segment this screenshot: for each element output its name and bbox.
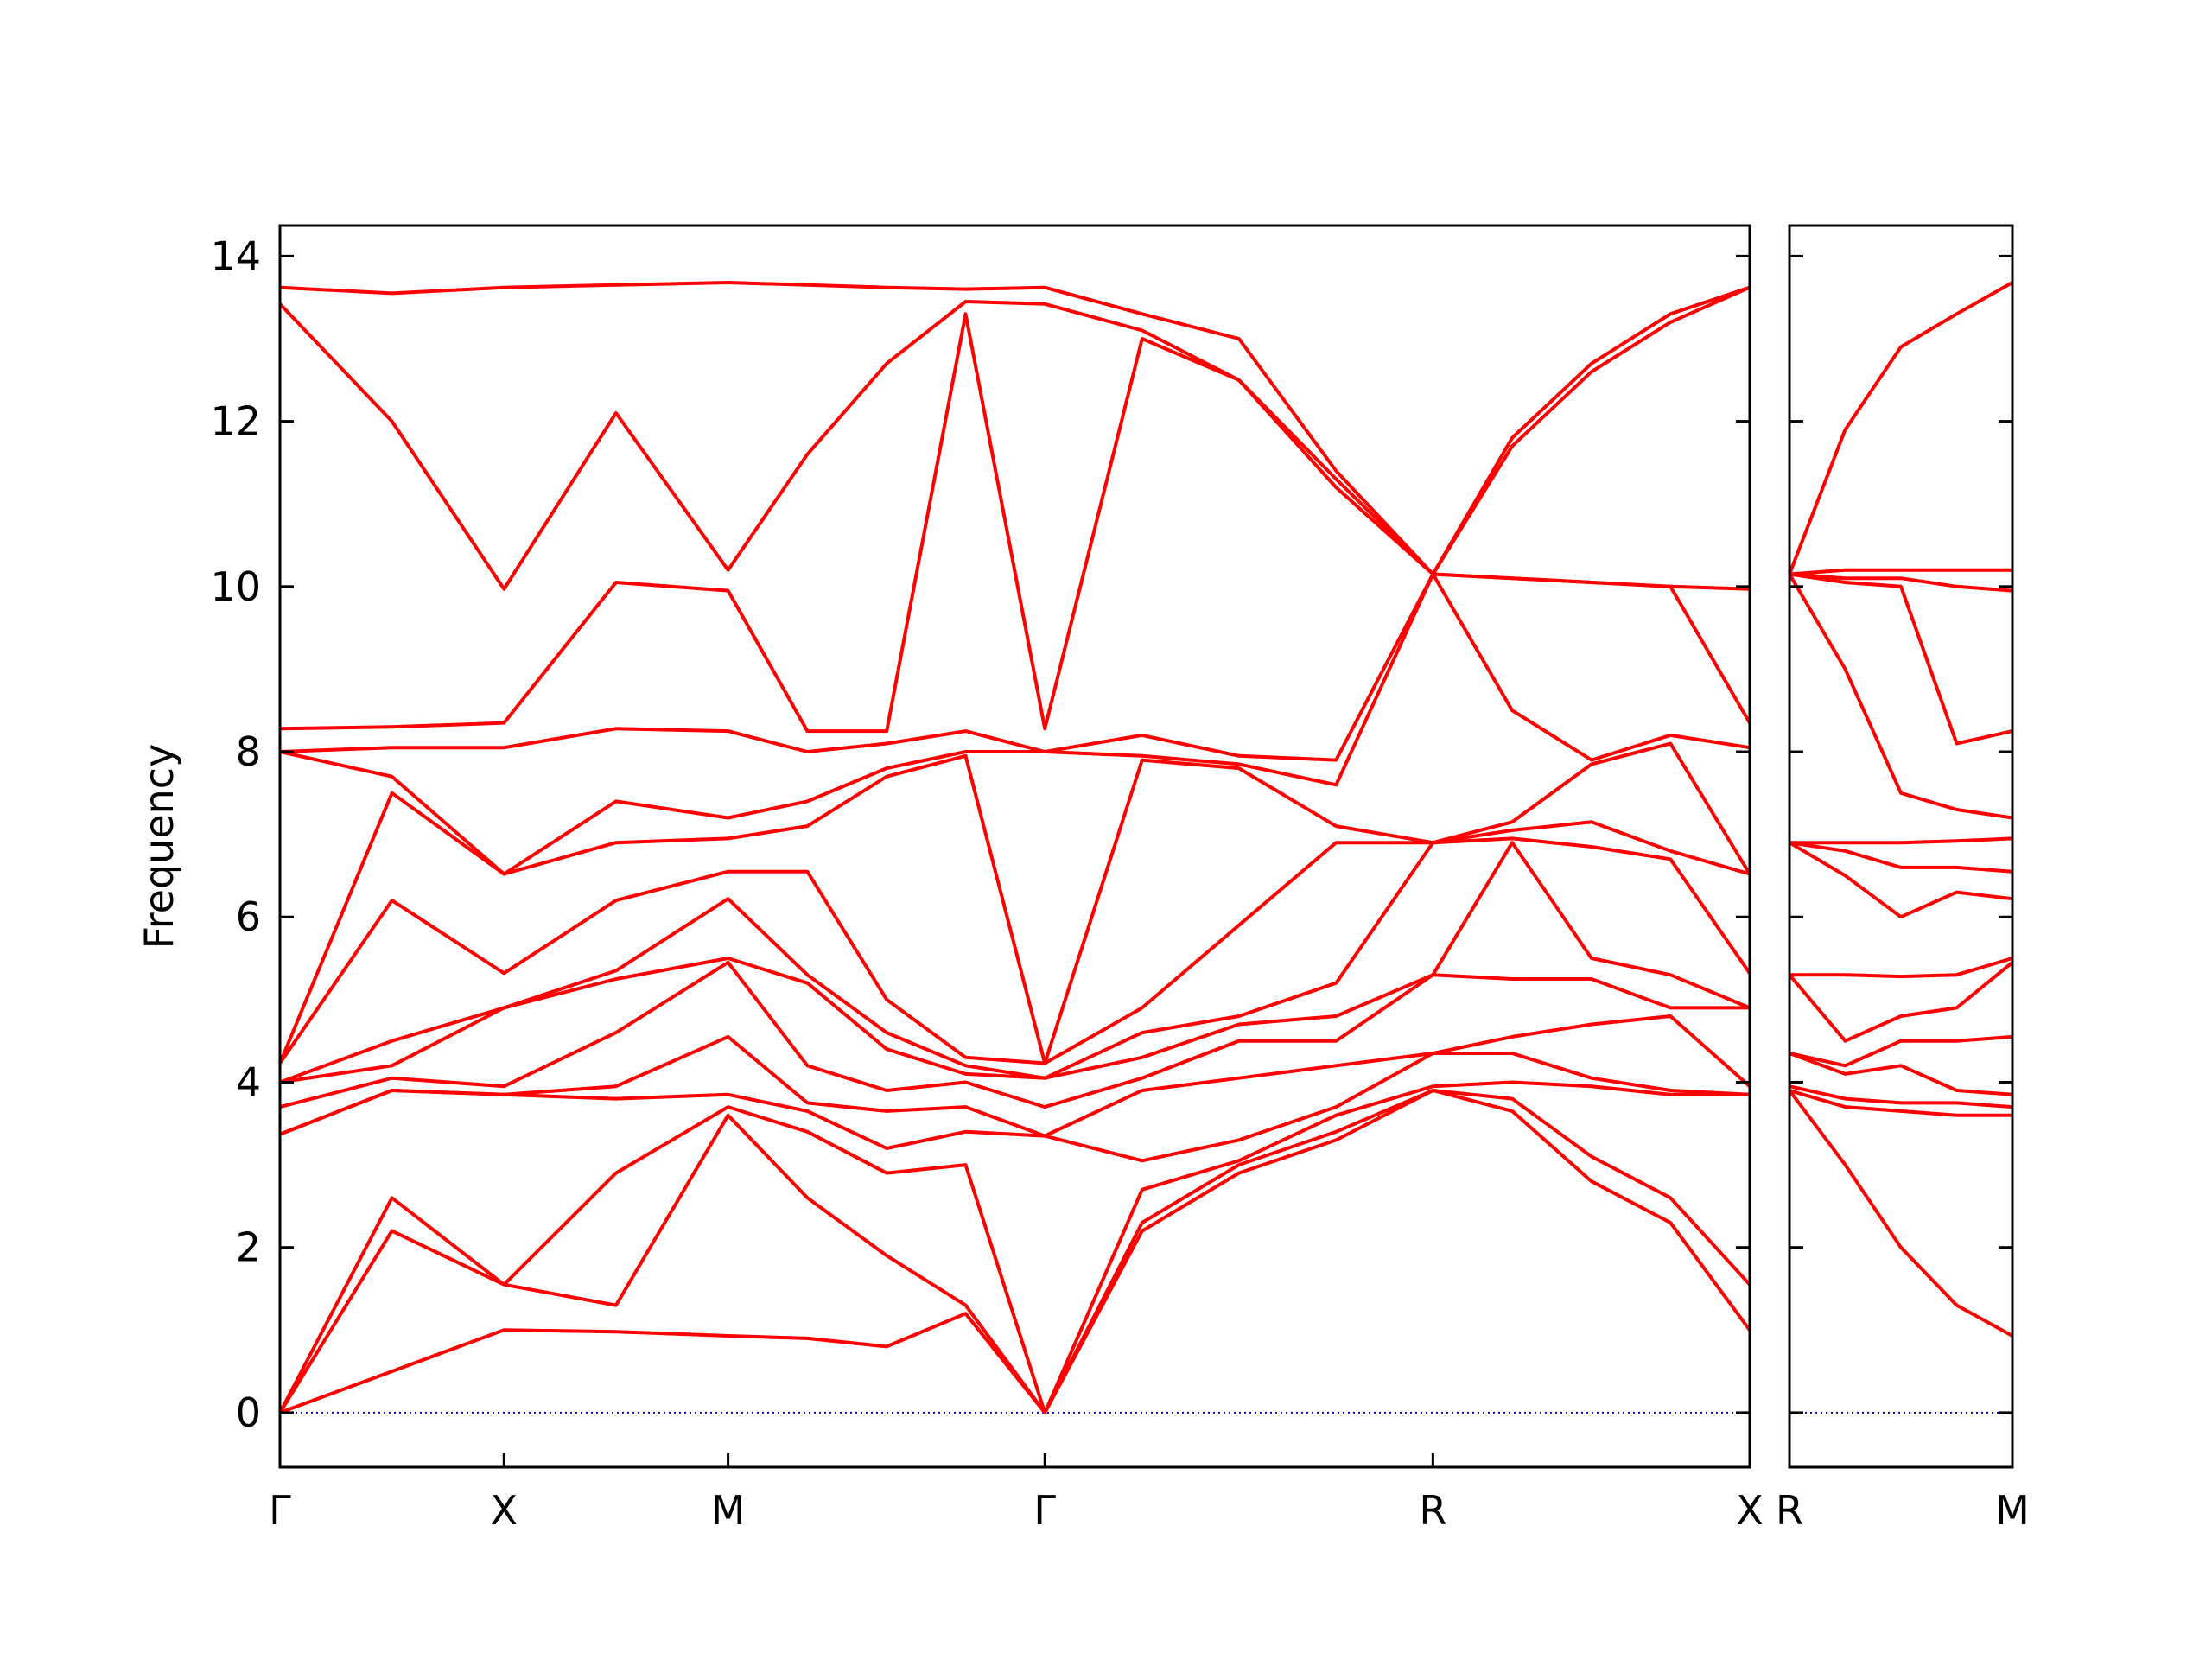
band-line	[278, 1089, 1751, 1414]
x-tick-label: Γ	[269, 1487, 291, 1534]
band-line	[279, 836, 1751, 1084]
y-tick-label: 4	[236, 1058, 261, 1105]
band-line	[1789, 1084, 2013, 1109]
x-tick-label: Γ	[1033, 1487, 1056, 1534]
band-line	[279, 960, 1750, 1109]
band-line	[278, 285, 1751, 591]
band-line	[279, 312, 1751, 734]
y-tick-label: 0	[236, 1389, 261, 1436]
band-line	[1788, 841, 2013, 919]
band-line	[279, 1089, 1751, 1414]
band-line	[1788, 1089, 2013, 1338]
y-tick-label: 10	[210, 563, 261, 610]
band-line	[279, 572, 1751, 762]
x-tick-label: M	[711, 1487, 746, 1534]
x-tick-label: X	[491, 1487, 518, 1534]
band-line	[1789, 572, 2013, 593]
y-tick-label: 2	[236, 1224, 261, 1271]
band-line	[1789, 841, 2013, 874]
band-line	[279, 841, 1751, 1084]
band-line	[1789, 836, 2013, 845]
band-line	[279, 1014, 1751, 1138]
y-axis-label: Frequency	[136, 744, 182, 950]
y-tick-label: 6	[236, 893, 261, 940]
band-line	[1789, 1089, 2012, 1117]
band-line	[1789, 1052, 2013, 1096]
y-tick-label: 12	[210, 398, 261, 445]
band-line	[1789, 572, 2013, 746]
x-tick-label: R	[1776, 1487, 1803, 1534]
plot-frame	[278, 224, 1751, 1469]
x-tick-label: X	[1736, 1487, 1764, 1534]
plot-frame	[1788, 224, 2014, 1469]
band-line	[1789, 1034, 2013, 1068]
y-tick-label: 8	[236, 728, 261, 775]
band-line	[279, 281, 1751, 576]
x-tick-label: R	[1419, 1487, 1446, 1534]
band-line	[278, 741, 1751, 1065]
x-tick-label: M	[1995, 1487, 2030, 1534]
band-line	[1789, 568, 2012, 576]
band-line	[278, 1080, 1750, 1414]
band-line	[1788, 573, 2013, 820]
band-line	[1788, 961, 2014, 1043]
band-line	[279, 1052, 1751, 1163]
band-line	[1789, 957, 2013, 979]
y-tick-label: 14	[210, 232, 261, 279]
band-line	[1788, 281, 2013, 575]
